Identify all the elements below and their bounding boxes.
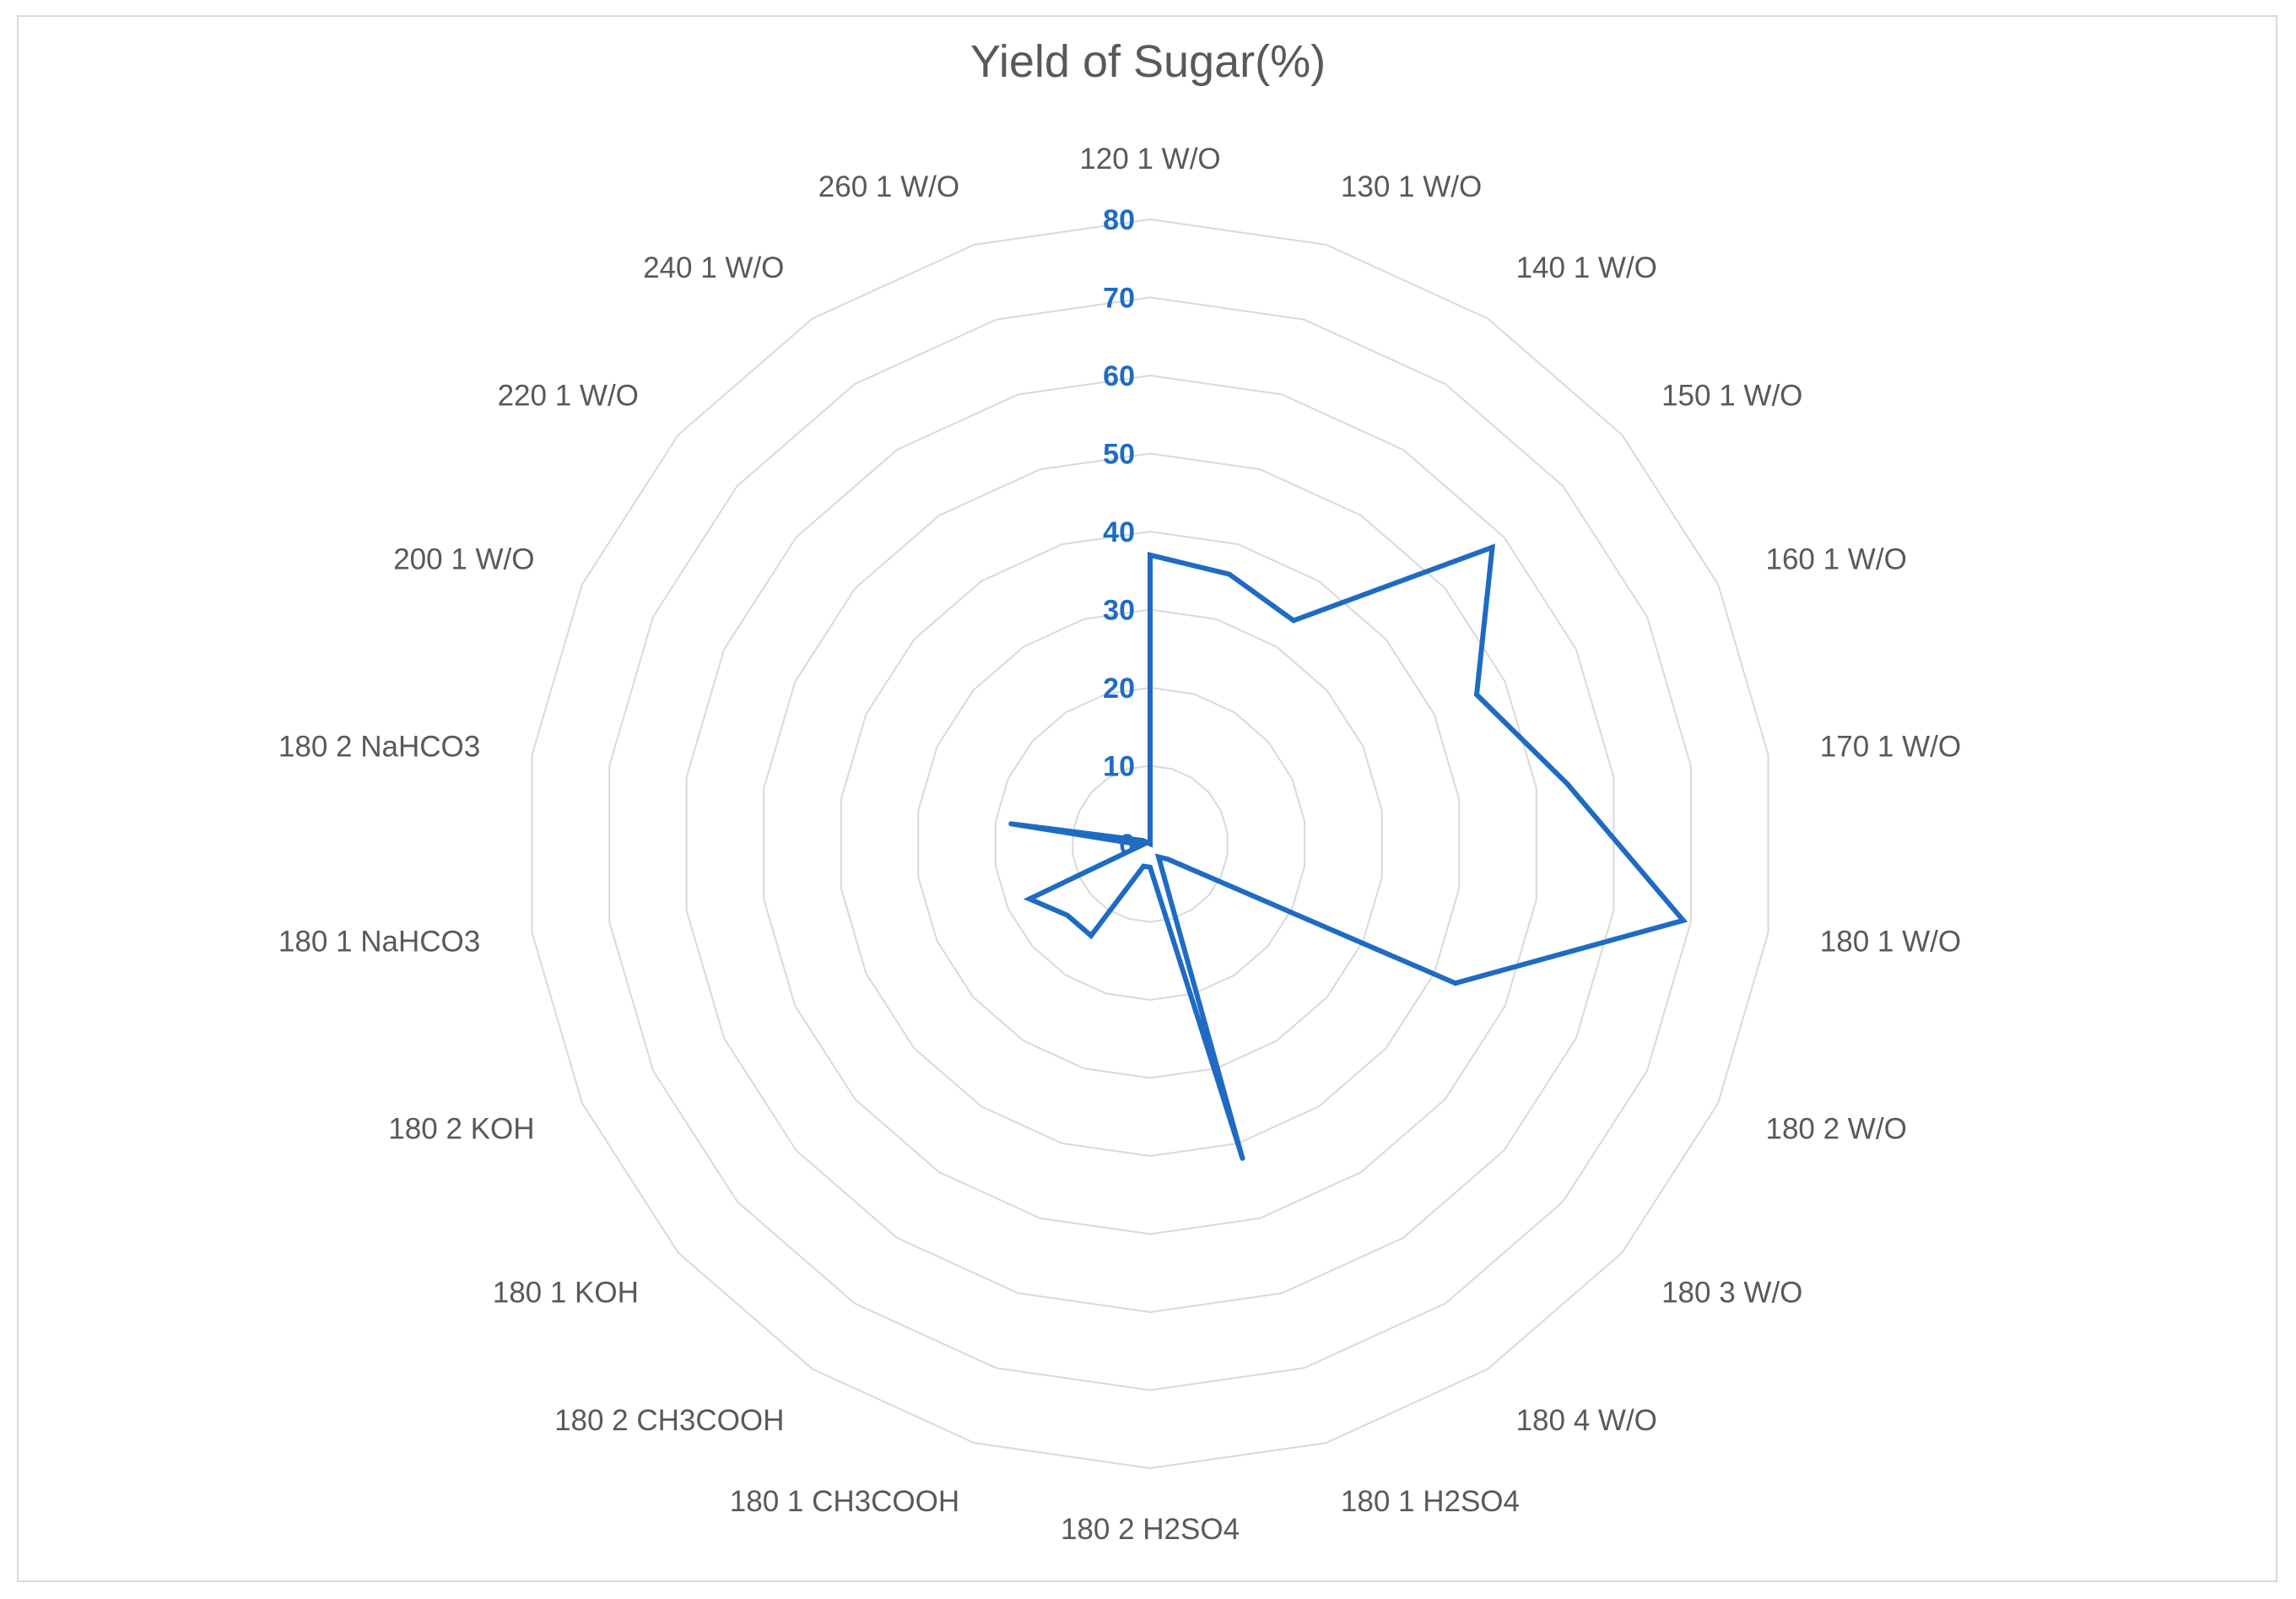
grid-ring	[917, 608, 1383, 1079]
grid-ring	[1072, 764, 1229, 923]
chart-title: Yield of Sugar(%)	[970, 36, 1326, 87]
radial-tick-label: 80	[1103, 204, 1135, 236]
category-label: 180 1 H2SO4	[1341, 1485, 1520, 1518]
grid-ring	[685, 374, 1615, 1314]
grid-ring	[763, 452, 1537, 1235]
data-point	[1452, 980, 1458, 986]
data-point	[1141, 863, 1147, 869]
data-point	[1680, 917, 1686, 923]
category-label: 150 1 W/O	[1661, 379, 1802, 412]
category-label: 130 1 W/O	[1341, 170, 1482, 203]
category-labels: 120 1 W/O 130 1 W/O 140 1 W/O 150 1 W/O 160 …	[278, 143, 1961, 1546]
category-label: 180 1 NaHCO3	[278, 926, 480, 959]
radar-grid	[531, 218, 1769, 1470]
grid-ring	[608, 296, 1692, 1391]
data-point	[1065, 912, 1071, 918]
data-point	[1148, 864, 1153, 870]
category-label: 260 1 W/O	[818, 170, 959, 203]
radial-tick-label: 50	[1103, 439, 1135, 471]
data-point	[1148, 841, 1153, 846]
category-label: 170 1 W/O	[1820, 730, 1961, 763]
category-label: 180 2 H2SO4	[1061, 1513, 1240, 1546]
data-point	[1089, 932, 1094, 938]
radial-tick-label: 30	[1103, 595, 1135, 627]
category-label: 220 1 W/O	[498, 379, 639, 412]
grid-ring	[994, 686, 1306, 1002]
data-point	[1008, 821, 1014, 827]
category-label: 180 2 KOH	[388, 1112, 534, 1145]
category-label: 180 2 NaHCO3	[278, 730, 480, 763]
category-label: 180 4 W/O	[1516, 1404, 1657, 1437]
data-point	[1139, 842, 1145, 848]
category-label: 140 1 W/O	[1516, 251, 1657, 284]
category-label: 180 2 W/O	[1766, 1112, 1907, 1145]
category-label: 120 1 W/O	[1079, 143, 1220, 176]
data-point	[1156, 854, 1161, 860]
chart-frame	[17, 15, 2277, 1582]
data-point	[1291, 618, 1296, 624]
category-label: 160 1 W/O	[1766, 543, 1907, 576]
data-point	[1027, 896, 1032, 902]
grid-ring	[840, 530, 1461, 1158]
category-label: 180 3 W/O	[1661, 1277, 1802, 1310]
data-point	[1226, 571, 1232, 577]
category-label: 240 1 W/O	[643, 251, 784, 284]
radial-tick-label: 60	[1103, 360, 1135, 392]
data-point	[1140, 838, 1146, 844]
category-label: 180 1 CH3COOH	[730, 1485, 959, 1518]
data-point	[1165, 856, 1170, 862]
radial-tick-label: 70	[1103, 283, 1135, 315]
data-point	[1489, 544, 1495, 550]
data-point	[1474, 692, 1479, 698]
radial-tick-label: 40	[1103, 516, 1135, 548]
category-label: 180 1 W/O	[1820, 926, 1961, 959]
category-label: 200 1 W/O	[393, 543, 534, 576]
category-label: 180 2 CH3COOH	[554, 1404, 784, 1437]
data-point	[1148, 552, 1153, 558]
data-point	[1240, 1155, 1245, 1161]
radial-tick-label: 10	[1103, 751, 1135, 783]
series-layer	[1008, 543, 1688, 1161]
radial-tick-label: 20	[1103, 673, 1135, 705]
series-line	[1010, 543, 1688, 1159]
grid-ring	[531, 218, 1769, 1470]
category-label: 180 1 KOH	[493, 1277, 639, 1310]
data-point	[1564, 781, 1570, 786]
